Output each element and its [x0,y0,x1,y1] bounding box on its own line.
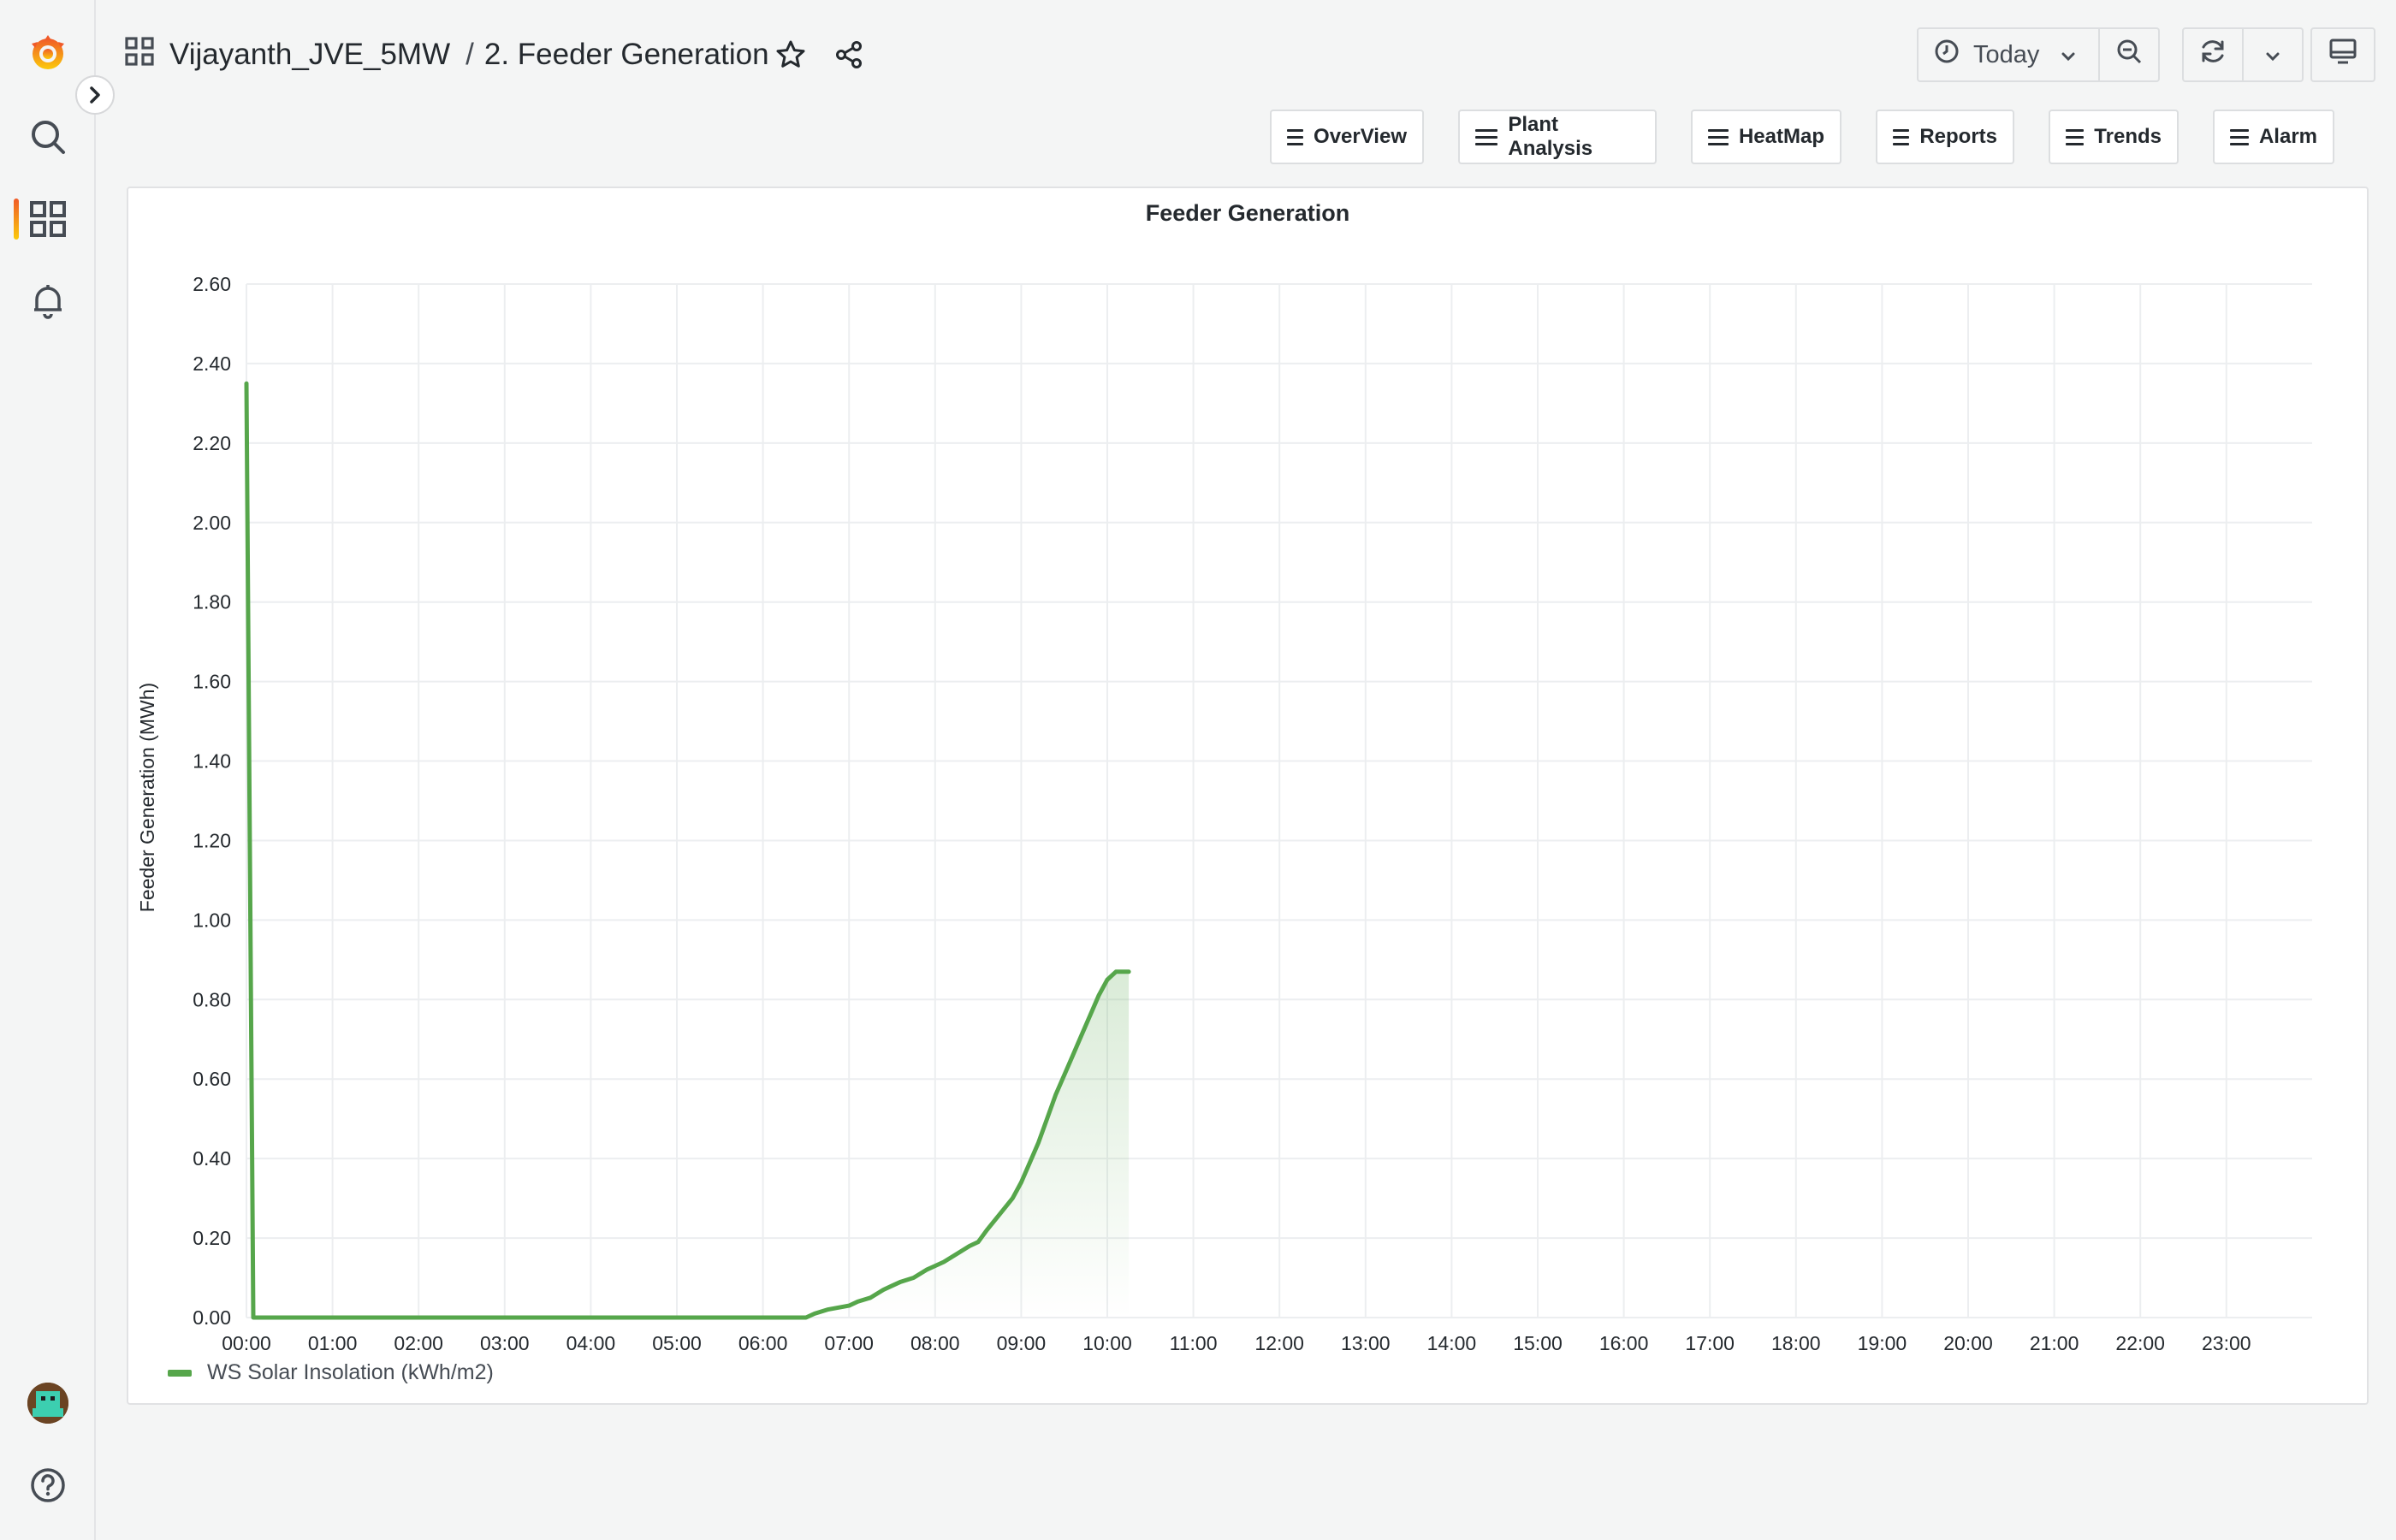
top-navbar: Vijayanth_JVE_5MW / 2. Feeder Generation… [96,0,2396,110]
refresh-interval-dropdown[interactable] [2244,27,2304,82]
x-tick-label: 15:00 [1513,1332,1563,1354]
dashboard-links: OverView Plant Analysis HeatMap Reports … [0,110,2396,164]
menu-lines-icon [1287,128,1304,145]
breadcrumb-folder[interactable]: Vijayanth_JVE_5MW [169,38,451,71]
time-range-picker[interactable]: Today [1917,27,2100,82]
menu-lines-icon [1893,128,1910,145]
star-icon[interactable] [772,36,810,74]
series-area-fill [253,971,1130,1318]
x-tick-label: 18:00 [1771,1332,1821,1354]
link-overview[interactable]: OverView [1270,110,1424,164]
x-tick-label: 07:00 [824,1332,874,1354]
user-avatar[interactable] [27,1383,68,1424]
help-icon[interactable] [17,1454,79,1516]
x-axis-ticks: 00:00 01:00 02:00 03:00 04:00 05:00 06:00 07:00… [222,1332,2251,1354]
x-tick-label: 09:00 [997,1332,1047,1354]
y-tick-label: 2.40 [193,352,231,375]
legend-series-label[interactable]: WS Solar Insolation (kWh/m2) [207,1360,494,1384]
y-tick-label: 0.00 [193,1306,231,1329]
link-alarm[interactable]: Alarm [2213,110,2334,164]
x-tick-label: 02:00 [394,1332,443,1354]
y-tick-label: 1.60 [193,671,231,693]
refresh-icon [2198,37,2227,73]
x-tick-label: 04:00 [566,1332,616,1354]
feeder-generation-chart[interactable]: 0.00 0.20 0.40 0.60 0.80 1.00 1.20 1.40 1.60 1.80… [128,188,2370,1407]
sidebar [0,0,96,1540]
dashboard-grid-icon [125,36,154,74]
y-tick-label: 1.00 [193,909,231,931]
x-tick-label: 20:00 [1943,1332,1993,1354]
x-tick-label: 11:00 [1170,1332,1218,1354]
chart-grid [246,283,2312,1318]
x-tick-label: 17:00 [1685,1332,1735,1354]
link-label: Trends [2094,125,2162,148]
y-tick-label: 1.80 [193,591,231,613]
y-axis-label: Feeder Generation (MWh) [136,683,158,912]
y-tick-label: 1.20 [193,829,231,851]
y-tick-label: 0.80 [193,988,231,1010]
chevron-down-icon [2060,41,2077,69]
menu-lines-icon [2066,128,2085,145]
menu-lines-icon [1708,128,1729,145]
time-range-label: Today [1973,40,2040,68]
chevron-down-icon [2264,41,2281,69]
active-nav-indicator [14,198,19,240]
link-label: Alarm [2258,125,2317,148]
y-tick-label: 0.20 [193,1227,231,1249]
y-axis-ticks: 0.00 0.20 0.40 0.60 0.80 1.00 1.20 1.40 1.60 1.80… [193,273,231,1329]
menu-lines-icon [1475,128,1498,145]
breadcrumb-separator: / [466,38,474,71]
zoom-out-button[interactable] [2100,27,2160,82]
y-tick-label: 2.20 [193,432,231,454]
x-tick-label: 06:00 [738,1332,788,1354]
x-tick-label: 13:00 [1341,1332,1391,1354]
y-tick-label: 1.40 [193,750,231,773]
link-heatmap[interactable]: HeatMap [1691,110,1841,164]
link-label: Plant Analysis [1508,113,1593,160]
refresh-button[interactable] [2182,27,2244,82]
legend-swatch [168,1369,192,1377]
x-tick-label: 16:00 [1599,1332,1649,1354]
link-trends[interactable]: Trends [2049,110,2179,164]
zoom-out-icon [2115,38,2143,72]
x-tick-label: 14:00 [1427,1332,1477,1354]
link-reports[interactable]: Reports [1876,110,2014,164]
y-tick-label: 2.60 [193,273,231,295]
search-icon[interactable] [17,106,79,168]
y-tick-label: 2.00 [193,512,231,534]
x-tick-label: 01:00 [308,1332,358,1354]
x-tick-label: 12:00 [1254,1332,1304,1354]
alerting-bell-icon[interactable] [17,270,79,332]
share-icon[interactable] [830,36,868,74]
x-tick-label: 10:00 [1082,1332,1132,1354]
x-tick-label: 08:00 [910,1332,960,1354]
x-tick-label: 03:00 [480,1332,530,1354]
breadcrumb: Vijayanth_JVE_5MW / 2. Feeder Generation [125,31,769,79]
link-label: Reports [1919,125,1997,148]
dashboard-title[interactable]: 2. Feeder Generation [483,38,769,71]
x-tick-label: 23:00 [2202,1332,2251,1354]
x-tick-label: 21:00 [2030,1332,2079,1354]
dashboards-icon[interactable] [17,188,79,250]
x-tick-label: 05:00 [652,1332,702,1354]
y-tick-label: 0.60 [193,1068,231,1090]
clock-icon [1934,38,1960,71]
link-plant-analysis[interactable]: Plant Analysis [1458,110,1657,164]
chart-legend[interactable]: WS Solar Insolation (kWh/m2) [168,1360,494,1385]
series-line[interactable] [244,381,1131,1320]
expand-sidebar-button[interactable] [75,75,115,115]
x-tick-label: 19:00 [1858,1332,1907,1354]
tv-mode-button[interactable] [2310,27,2375,82]
y-tick-label: 0.40 [193,1147,231,1170]
grafana-logo-icon[interactable] [17,22,79,84]
chart-panel[interactable]: Feeder Generation 0.00 0.20 0.40 0.60 0.80 1.… [127,187,2369,1405]
x-tick-label: 00:00 [222,1332,271,1354]
link-label: OverView [1314,125,1407,148]
monitor-icon [2328,38,2357,72]
chart-series [244,381,1131,1320]
menu-lines-icon [2230,128,2249,145]
panel-title[interactable]: Feeder Generation [1145,200,1350,226]
x-tick-label: 22:00 [2115,1332,2165,1354]
link-label: HeatMap [1738,125,1824,148]
